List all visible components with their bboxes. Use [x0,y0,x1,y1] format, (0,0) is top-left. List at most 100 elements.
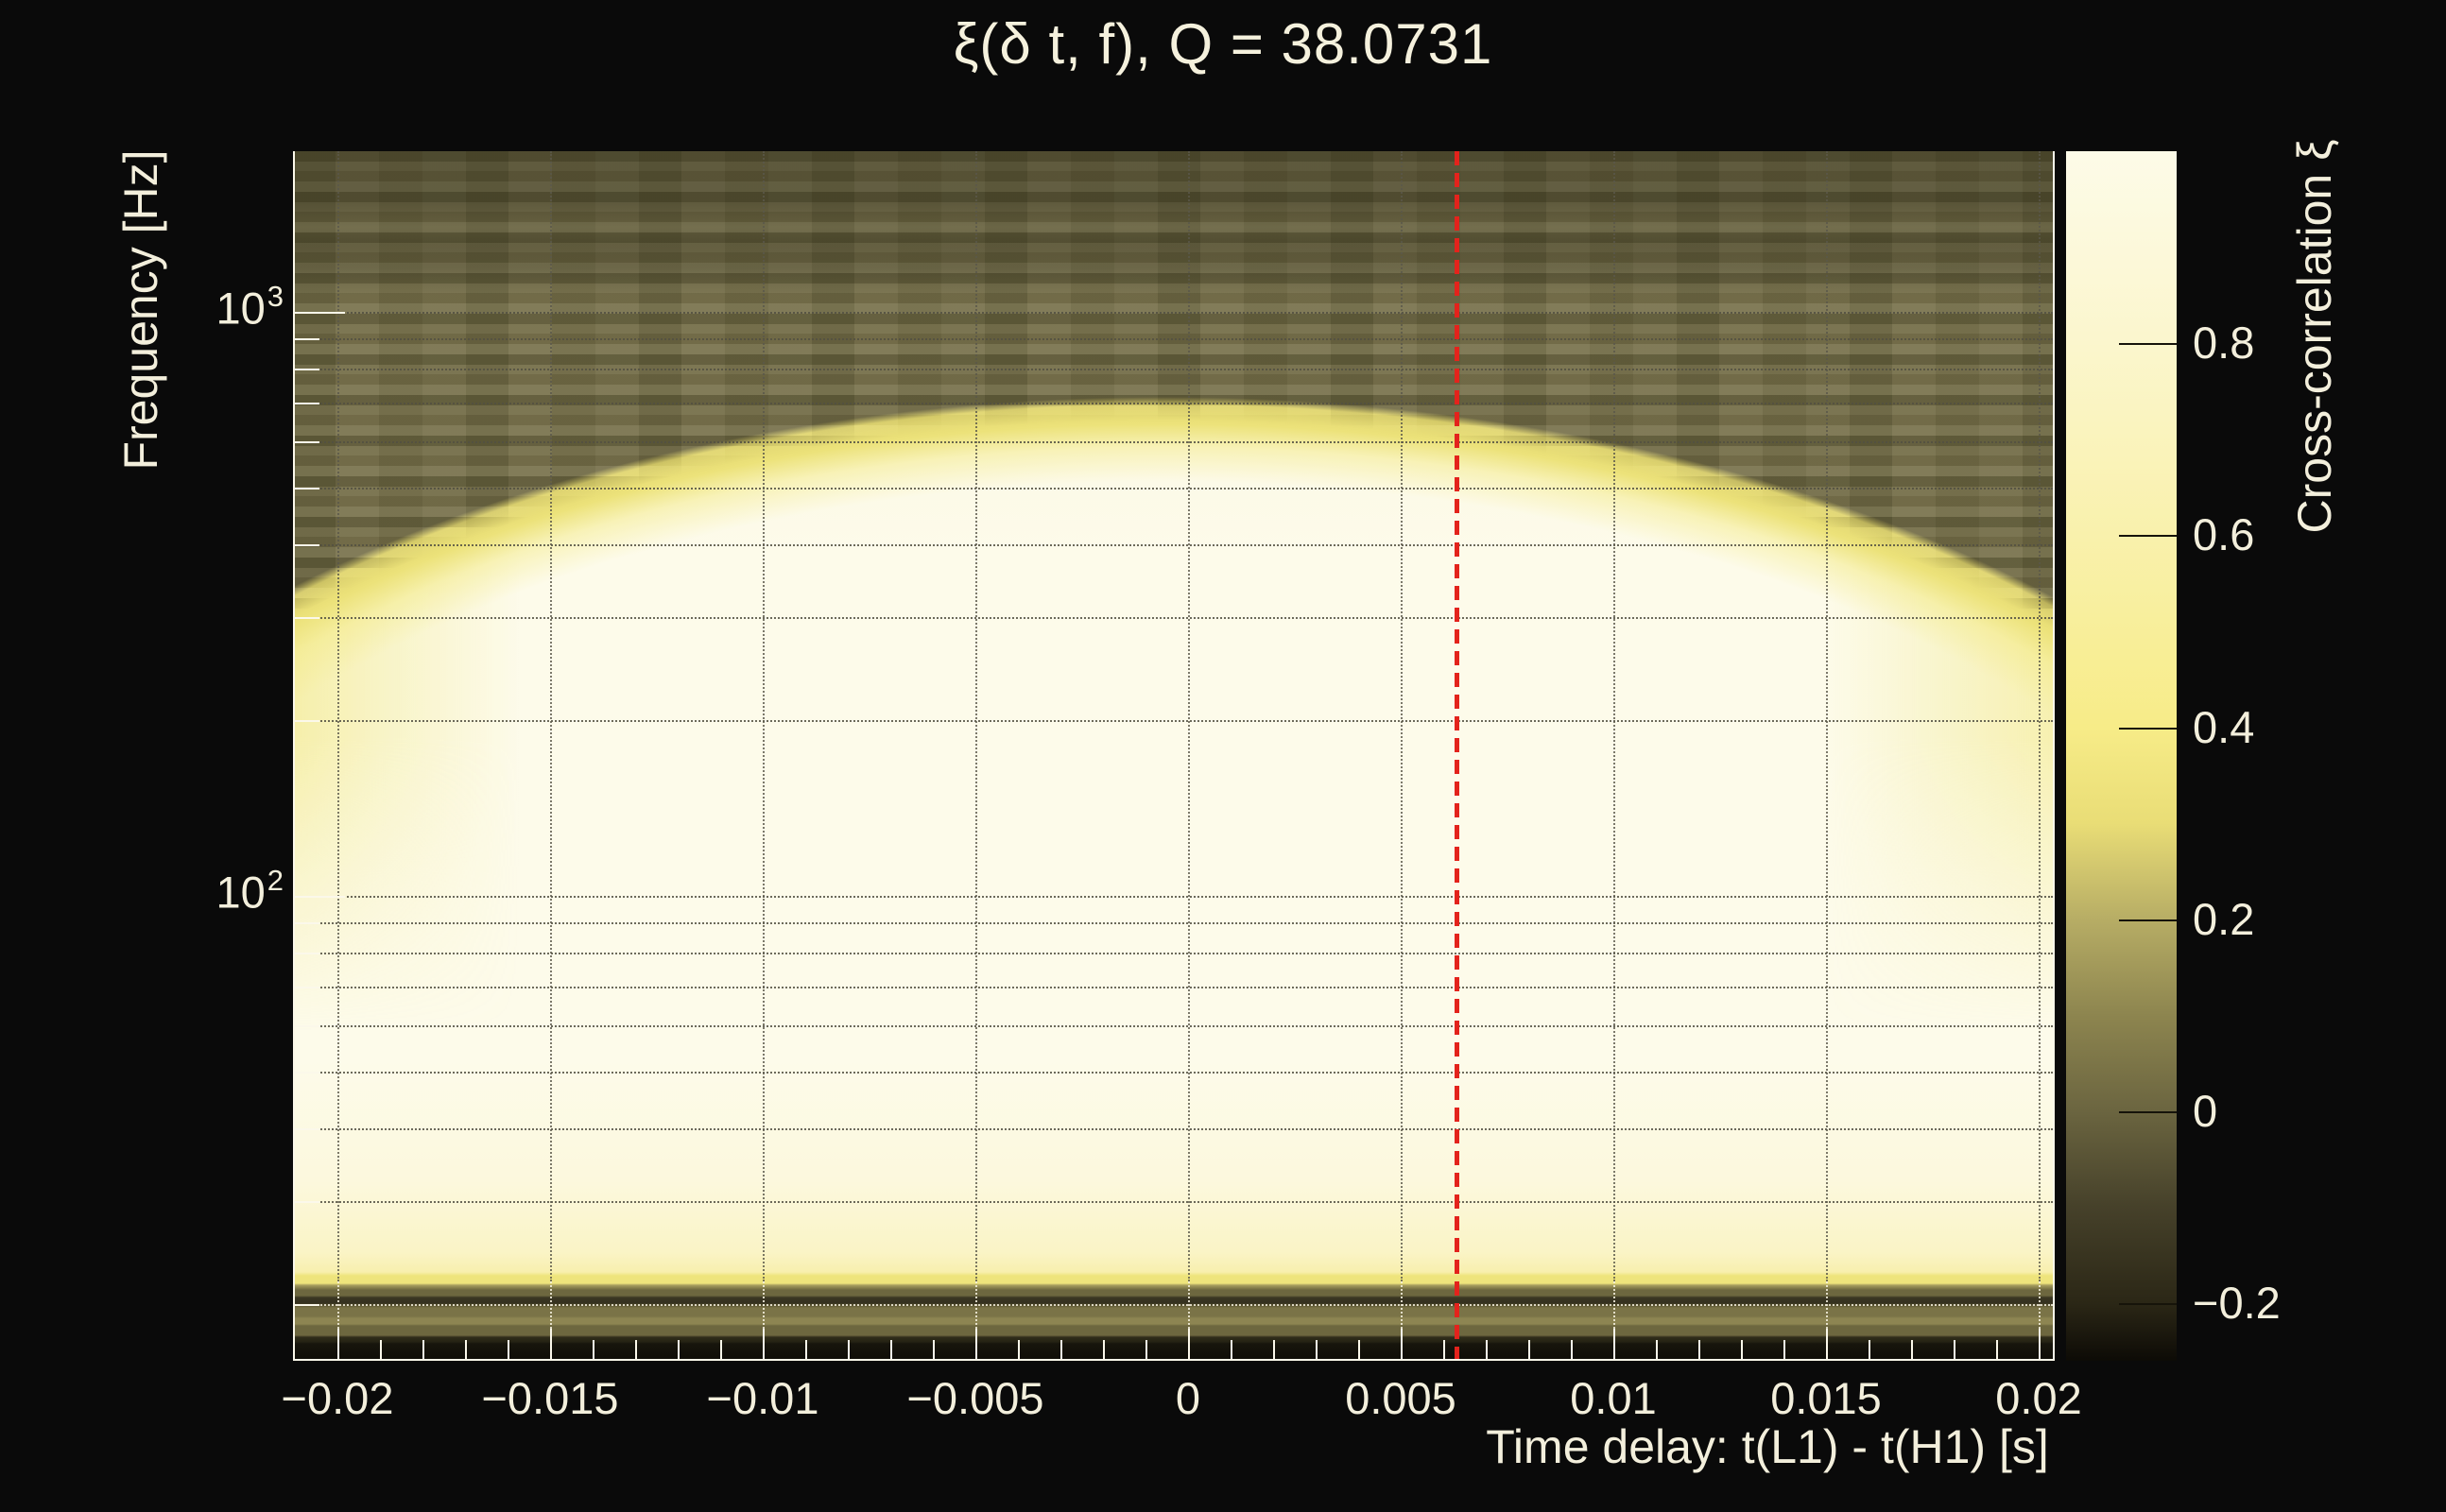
time-tick-minor [720,1340,722,1359]
colorbar-tick-label-0.2: 0.2 [2193,893,2255,944]
time-tick-minor [848,1340,850,1359]
heatmap-noise-texture [293,151,2055,1361]
freq-tick-300hz [293,617,319,620]
time-tick-major [1401,1329,1403,1359]
plot-frame-bottom [293,1359,2055,1361]
freq-tick-60hz [293,1025,319,1028]
freq-tick-100hz [293,896,345,898]
y-axis-title: Frequency [Hz] [114,149,167,471]
freq-gridline-100hz [295,896,2053,898]
time-gridline-upper [1188,151,1190,1281]
colorbar-title: Cross-correlation ξ [2288,139,2341,534]
x-axis-title: Time delay: t(L1) - t(H1) [s] [1486,1420,2049,1473]
time-gridline-lower [337,1281,339,1359]
time-tick-major [1613,1329,1615,1359]
x-tick-label-−0.005: −0.005 [906,1373,1044,1423]
time-tick-minor [678,1340,680,1359]
time-tick-minor [1911,1340,1913,1359]
freq-gridline-400hz [295,543,2053,546]
time-tick-minor [1698,1340,1700,1359]
colorbar-tick-0.8 [2119,343,2177,346]
freq-tick-70hz [293,986,319,988]
freq-tick-800hz [293,368,319,370]
x-tick-label-0: 0 [1175,1373,1201,1423]
freq-tick-40hz [293,1127,319,1130]
freq-gridline-300hz [295,617,2053,620]
time-tick-minor [1954,1340,1955,1359]
colorbar-tick-−0.2 [2119,1303,2177,1306]
time-delay-marker-line [1455,151,1459,1361]
time-tick-major [2039,1329,2041,1359]
time-tick-minor [508,1340,509,1359]
time-gridline-upper [2039,151,2041,1281]
time-tick-minor [1783,1340,1785,1359]
freq-gridline-40hz [295,1127,2053,1130]
time-tick-major [1188,1329,1190,1359]
freq-tick-600hz [293,441,319,444]
time-tick-minor [1060,1340,1062,1359]
y-tick-100-base: 10 [215,867,266,918]
colorbar-tick-label-0.8: 0.8 [2193,318,2255,369]
freq-gridline-700hz [295,402,2053,404]
colorbar-tick-label-−0.2: −0.2 [2193,1278,2281,1329]
y-tick-100-exponent: 2 [267,864,284,897]
time-tick-minor [593,1340,594,1359]
time-gridline-lower [1401,1281,1403,1359]
freq-gridline-500hz [295,488,2053,490]
freq-tick-90hz [293,922,319,925]
heatmap-top-shading [293,151,2055,1361]
time-gridline-lower [1613,1281,1615,1359]
freq-gridline-90hz [295,922,2053,925]
colorbar-tick-label-0: 0 [2193,1085,2218,1136]
freq-gridline-80hz [295,952,2053,954]
time-tick-minor [1996,1340,1998,1359]
colorbar-tick-label-0.6: 0.6 [2193,509,2255,560]
y-tick-1000-base: 10 [215,283,266,334]
time-tick-major [763,1329,765,1359]
time-gridline-lower [2039,1281,2041,1359]
freq-tick-900hz [293,338,319,341]
time-tick-major [975,1329,977,1359]
time-gridline-upper [1613,151,1615,1281]
y-tick-label-1000: 103 [140,282,284,334]
freq-gridline-1000hz [295,312,2053,314]
freq-gridline-20hz [295,1303,2053,1306]
time-gridline-upper [337,151,339,1281]
freq-gridline-60hz [295,1025,2053,1028]
x-tick-label-0.02: 0.02 [1995,1373,2082,1423]
time-gridline-upper [975,151,977,1281]
colorbar [2066,151,2177,1361]
time-gridline-lower [550,1281,552,1359]
time-gridline-lower [1826,1281,1828,1359]
freq-tick-400hz [293,543,319,546]
freq-tick-20hz [293,1303,319,1306]
freq-gridline-800hz [295,368,2053,370]
time-tick-minor [933,1340,935,1359]
freq-tick-50hz [293,1072,319,1074]
time-tick-minor [1528,1340,1530,1359]
time-gridline-lower [1188,1281,1190,1359]
time-tick-minor [1231,1340,1232,1359]
time-gridline-upper [1826,151,1828,1281]
colorbar-tick-0.6 [2119,535,2177,538]
x-tick-label-0.01: 0.01 [1570,1373,1657,1423]
x-tick-label-−0.02: −0.02 [281,1373,394,1423]
plot-frame-right [2053,151,2055,1361]
time-tick-minor [1273,1340,1275,1359]
time-tick-minor [1656,1340,1658,1359]
colorbar-tick-0 [2119,1110,2177,1113]
freq-gridline-900hz [295,338,2053,341]
x-tick-label-−0.015: −0.015 [481,1373,619,1423]
freq-tick-80hz [293,952,319,954]
colorbar-tick-0.2 [2119,919,2177,921]
time-tick-minor [1103,1340,1105,1359]
time-tick-minor [635,1340,637,1359]
freq-tick-700hz [293,402,319,404]
freq-gridline-30hz [295,1201,2053,1204]
time-tick-minor [380,1340,382,1359]
time-tick-minor [1443,1340,1445,1359]
time-tick-minor [805,1340,807,1359]
freq-tick-200hz [293,719,319,722]
time-tick-minor [422,1340,424,1359]
plot-area [293,151,2055,1361]
